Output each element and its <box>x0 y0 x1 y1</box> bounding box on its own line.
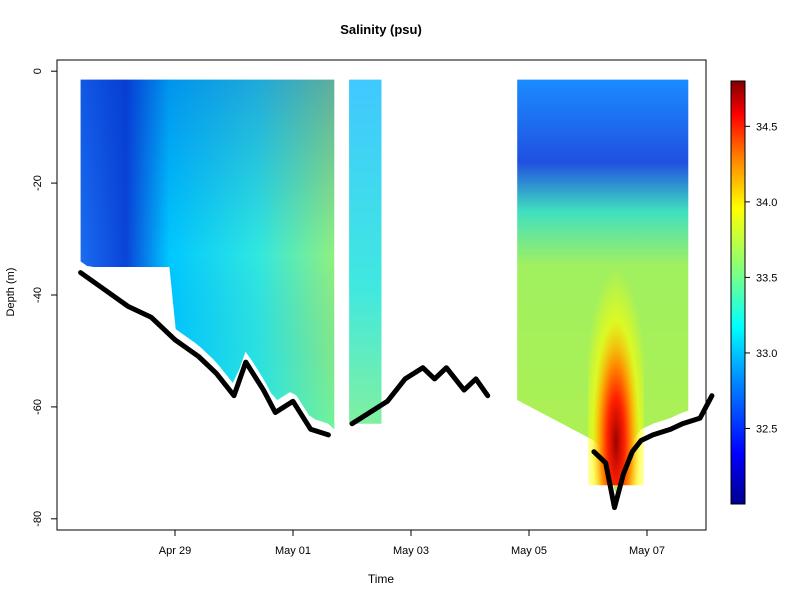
y-axis-label: Depth (m) <box>5 268 17 317</box>
colorbar <box>730 80 746 505</box>
bottom-depth-line <box>78 270 715 511</box>
colorbar-tick-label: 33.0 <box>756 348 777 360</box>
y-tick-label: -80 <box>32 511 44 527</box>
colorbar-ticks: 32.5 33.0 33.5 34.0 34.5 <box>745 121 777 435</box>
y-axis: 0 -20 -40 -60 -80 <box>32 68 57 527</box>
x-tick-label: May 03 <box>393 545 429 557</box>
x-tick-label: May 01 <box>275 545 311 557</box>
data-segment-overlay <box>80 79 335 430</box>
x-axis-label: Time <box>368 572 395 586</box>
y-tick-label: -40 <box>32 287 44 303</box>
colorbar-tick-label: 33.5 <box>756 272 777 284</box>
x-tick-label: Apr 29 <box>159 545 191 557</box>
colorbar-tick-label: 34.0 <box>756 197 777 209</box>
x-axis: Apr 29 May 01 May 03 May 05 May 07 <box>159 530 665 557</box>
chart-title: Salinity (psu) <box>340 22 422 37</box>
bottom-depth-trace <box>78 270 715 511</box>
colorbar-tick-label: 34.5 <box>756 121 777 133</box>
y-tick-label: -60 <box>32 399 44 415</box>
y-tick-label: 0 <box>32 68 44 74</box>
y-tick-label: -20 <box>32 175 44 191</box>
colorbar-tick-label: 32.5 <box>756 423 777 435</box>
x-tick-label: May 07 <box>629 545 665 557</box>
data-segment <box>349 79 382 424</box>
x-tick-label: May 05 <box>511 545 547 557</box>
high-salinity-plume <box>588 194 645 486</box>
salinity-data-layer <box>80 79 689 493</box>
